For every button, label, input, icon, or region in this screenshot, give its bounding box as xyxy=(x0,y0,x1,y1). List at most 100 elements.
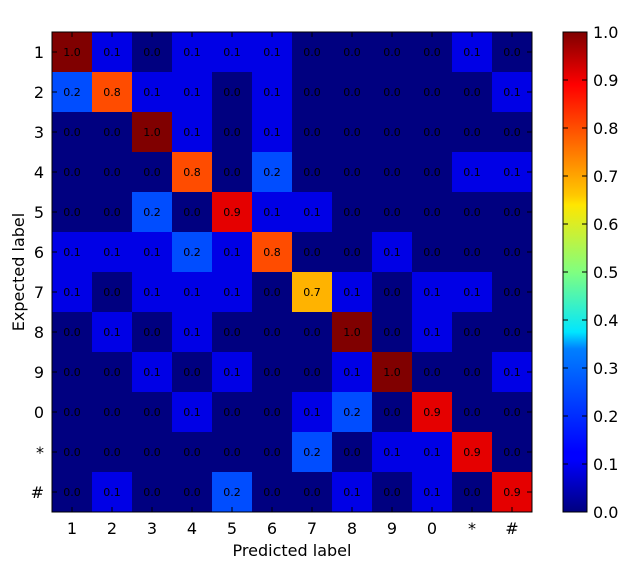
heatmap-cell xyxy=(92,192,133,233)
cell-value-label: 0.2 xyxy=(223,486,241,499)
cell-value-label: 0.0 xyxy=(303,126,321,139)
heatmap-cell xyxy=(292,352,333,393)
y-axis-ticks: 1 2 3 4 5 6 7 8 9 0 * # xyxy=(31,43,532,502)
cell-value-label: 0.2 xyxy=(63,86,81,99)
heatmap-cell xyxy=(172,432,213,473)
cell-value-label: 1.0 xyxy=(343,326,361,339)
cell-value-label: 0.0 xyxy=(463,246,481,259)
heatmap-cell xyxy=(212,72,253,113)
cell-value-label: 0.0 xyxy=(223,126,241,139)
colorbar-tick-label: 0.7 xyxy=(593,167,618,186)
cell-value-label: 0.2 xyxy=(143,206,161,219)
cell-value-label: 0.0 xyxy=(503,126,521,139)
heatmap-cell xyxy=(52,472,93,513)
heatmap-cell xyxy=(332,112,373,153)
cell-value-label: 0.7 xyxy=(303,286,321,299)
colorbar-ticks: 0.0 0.1 0.2 0.3 0.4 0.5 0.6 0.7 0.8 0.9 1.0 xyxy=(563,23,618,522)
heatmap-cell xyxy=(492,312,533,353)
cell-value-label: 0.0 xyxy=(503,286,521,299)
heatmap-cell xyxy=(132,112,173,153)
heatmap-cell xyxy=(172,272,213,313)
heatmap-cell xyxy=(252,232,293,273)
cell-value-label: 0.1 xyxy=(503,86,521,99)
cell-value-label: 0.0 xyxy=(503,326,521,339)
cell-value-label: 0.9 xyxy=(423,406,441,419)
y-tick-label: 0 xyxy=(34,403,44,422)
heatmap-cell xyxy=(252,272,293,313)
cell-value-label: 0.1 xyxy=(223,46,241,59)
heatmap-cell xyxy=(452,352,493,393)
cell-value-label: 0.0 xyxy=(423,246,441,259)
heatmap-cell xyxy=(252,432,293,473)
heatmap-cell xyxy=(412,152,453,193)
heatmap-cell xyxy=(172,352,213,393)
x-tick-label: * xyxy=(468,519,476,538)
heatmap-cell xyxy=(372,312,413,353)
heatmap-cell xyxy=(492,272,533,313)
heatmap-cell xyxy=(412,232,453,273)
cell-value-label: 0.1 xyxy=(423,446,441,459)
heatmap-cell-labels: 1.0 0.1 0.0 0.1 0.1 0.1 0.0 0.0 0.0 0.0 0.1 0.0 0.2 0… xyxy=(63,46,521,499)
heatmap-cell xyxy=(452,312,493,353)
cell-value-label: 0.0 xyxy=(263,406,281,419)
heatmap-cell xyxy=(212,152,253,193)
cell-value-label: 0.0 xyxy=(463,86,481,99)
heatmap-cell xyxy=(412,312,453,353)
x-axis-ticks: 1 2 3 4 5 6 7 8 9 0 * # xyxy=(67,32,519,538)
heatmap-cell xyxy=(132,192,173,233)
heatmap-cell xyxy=(492,32,533,73)
heatmap-cell xyxy=(92,152,133,193)
cell-value-label: 0.2 xyxy=(343,406,361,419)
heatmap-cell xyxy=(132,352,173,393)
heatmap-cell xyxy=(332,392,373,433)
heatmap-cell xyxy=(132,232,173,273)
cell-value-label: 0.1 xyxy=(183,286,201,299)
heatmap-cell xyxy=(252,392,293,433)
cell-value-label: 0.1 xyxy=(63,286,81,299)
cell-value-label: 0.0 xyxy=(383,406,401,419)
heatmap-cell xyxy=(212,392,253,433)
cell-value-label: 1.0 xyxy=(383,366,401,379)
cell-value-label: 0.0 xyxy=(343,166,361,179)
colorbar-tick-label: 0.5 xyxy=(593,263,618,282)
heatmap-cell xyxy=(372,32,413,73)
cell-value-label: 0.0 xyxy=(463,206,481,219)
heatmap-cell xyxy=(452,192,493,233)
cell-value-label: 0.0 xyxy=(143,446,161,459)
heatmap-cell xyxy=(412,272,453,313)
colorbar-tick-label: 0.2 xyxy=(593,407,618,426)
colorbar-tick-label: 1.0 xyxy=(593,23,618,42)
cell-value-label: 0.0 xyxy=(303,246,321,259)
heatmap-cell xyxy=(372,152,413,193)
heatmap-cell xyxy=(52,112,93,153)
cell-value-label: 0.0 xyxy=(63,206,81,219)
heatmap-cell xyxy=(452,272,493,313)
heatmap-cell xyxy=(412,112,453,153)
cell-value-label: 0.0 xyxy=(143,46,161,59)
heatmap-cell xyxy=(332,312,373,353)
heatmap-cell xyxy=(172,232,213,273)
heatmap-cell xyxy=(372,232,413,273)
cell-value-label: 0.0 xyxy=(343,246,361,259)
cell-value-label: 0.8 xyxy=(103,86,121,99)
cell-value-label: 0.0 xyxy=(503,446,521,459)
x-tick-label: 4 xyxy=(187,519,197,538)
cell-value-label: 0.1 xyxy=(143,366,161,379)
cell-value-label: 0.1 xyxy=(143,286,161,299)
heatmap-cell xyxy=(92,472,133,513)
heatmap-cell xyxy=(412,192,453,233)
cell-value-label: 0.0 xyxy=(423,206,441,219)
cell-value-label: 0.1 xyxy=(223,246,241,259)
heatmap-cell xyxy=(252,112,293,153)
y-tick-label: # xyxy=(31,483,44,502)
colorbar-tick-label: 0.8 xyxy=(593,119,618,138)
cell-value-label: 0.1 xyxy=(263,46,281,59)
heatmap-cell xyxy=(52,392,93,433)
cell-value-label: 0.8 xyxy=(263,246,281,259)
x-tick-label: 1 xyxy=(67,519,77,538)
cell-value-label: 0.0 xyxy=(63,446,81,459)
heatmap-cell xyxy=(212,432,253,473)
heatmap-cell xyxy=(52,192,93,233)
heatmap-cell xyxy=(172,192,213,233)
heatmap-cell xyxy=(332,192,373,233)
